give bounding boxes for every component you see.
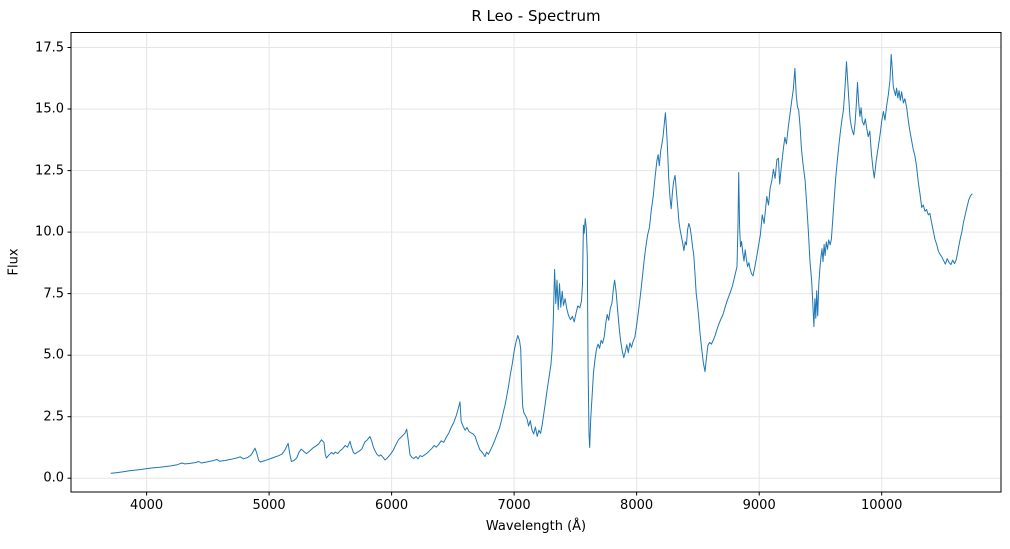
x-tick-label: 5000 (252, 498, 286, 513)
x-tick-label: 10000 (861, 498, 903, 513)
grid-layer (71, 32, 1001, 492)
chart-title: R Leo - Spectrum (471, 7, 601, 25)
tick-marks (67, 47, 883, 496)
spectrum-line (110, 53, 973, 474)
y-tick-label: 10.0 (35, 224, 64, 240)
y-tick-label: 5.0 (43, 347, 64, 363)
x-tick-label: 8000 (620, 498, 654, 513)
y-tick-label: 2.5 (43, 409, 64, 425)
axes-border (70, 32, 1002, 493)
x-tick-label: 4000 (130, 498, 164, 513)
y-tick-label: 12.5 (35, 163, 64, 179)
y-tick-label: 0.0 (43, 470, 64, 486)
x-axis-label: Wavelength (Å) (485, 519, 587, 534)
y-tick-label: 15.0 (35, 101, 64, 117)
x-tick-label: 7000 (497, 498, 531, 513)
y-tick-label: 17.5 (35, 40, 64, 55)
y-axis-label: Flux (6, 248, 22, 276)
x-tick-label: 9000 (742, 498, 776, 513)
x-tick-label: 6000 (375, 498, 409, 513)
y-tick-label: 7.5 (43, 286, 64, 302)
